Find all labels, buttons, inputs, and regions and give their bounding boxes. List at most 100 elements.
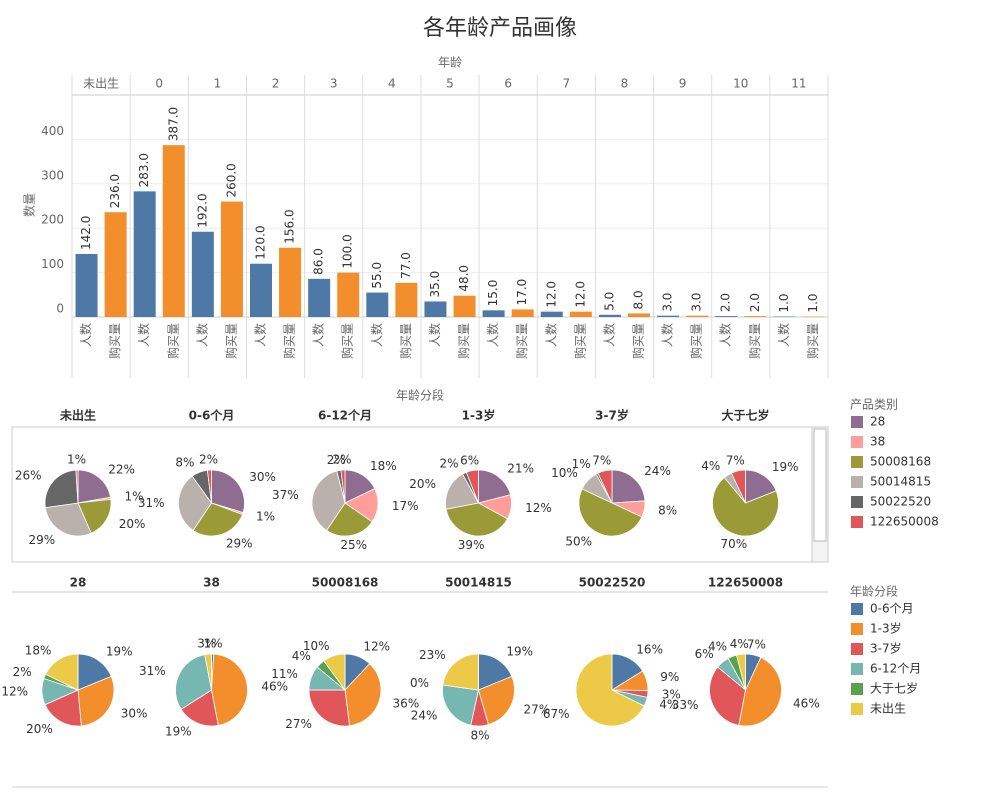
pie-slice [611, 469, 646, 504]
slice-label: 6% [695, 647, 714, 661]
series-label: 人数 [311, 323, 326, 347]
bar [482, 310, 505, 317]
pie-slice [478, 675, 515, 726]
series-label: 购买量 [514, 323, 529, 359]
bar [191, 231, 214, 317]
legend-label: 38 [870, 435, 885, 449]
slice-label: 19% [106, 644, 133, 658]
slice-label: 2% [439, 457, 458, 471]
series-label: 购买量 [689, 323, 704, 359]
pie-slice [738, 656, 782, 727]
pie-slice [45, 653, 79, 691]
facet-header: 28 [70, 576, 87, 590]
legend-swatch [851, 683, 863, 695]
bar [162, 145, 185, 317]
bar [657, 315, 680, 317]
pie-slice [344, 663, 382, 727]
legend-swatch [851, 456, 863, 468]
column-header: 11 [791, 77, 806, 91]
series-label: 人数 [253, 323, 268, 347]
slice-label: 10% [303, 639, 330, 653]
slice-label: 18% [370, 459, 397, 473]
legend-label: 未出生 [870, 702, 906, 716]
pie-slice [445, 502, 508, 537]
value-label: 156.0 [283, 209, 297, 243]
pie-slice [77, 675, 115, 727]
slice-label: 11% [271, 667, 298, 681]
slice-label: 10% [551, 466, 578, 480]
value-label: 283.0 [137, 153, 151, 187]
legend-swatch [851, 623, 863, 635]
slice-label: 1% [67, 453, 86, 467]
slice-label: 8% [175, 455, 194, 469]
series-label: 购买量 [631, 323, 646, 359]
slice-label: 1% [256, 509, 275, 523]
slice-label: 20% [409, 477, 436, 491]
slice-label: 24% [644, 464, 671, 478]
column-header: 未出生 [83, 77, 119, 91]
series-label: 购买量 [747, 323, 762, 359]
legend-swatch [851, 516, 863, 528]
slice-label: 29% [226, 536, 253, 550]
pie-slice [44, 469, 79, 509]
bar [453, 295, 476, 317]
series-label: 人数 [78, 323, 93, 347]
slice-label: 19% [165, 725, 192, 739]
slice-label: 50% [565, 534, 592, 548]
slice-label: 33% [672, 698, 699, 712]
legend-title: 年龄分段 [850, 584, 898, 599]
column-header: 7 [562, 77, 570, 91]
facet-title: 年龄分段 [396, 388, 444, 403]
scroll-thumb[interactable] [813, 428, 827, 542]
pie-slice [465, 469, 479, 504]
series-label: 购买量 [805, 323, 820, 359]
series-label: 购买量 [223, 323, 238, 359]
column-header: 6 [504, 77, 512, 91]
pie-slice [180, 689, 219, 727]
column-header: 10 [733, 77, 748, 91]
value-label: 142.0 [79, 216, 93, 250]
pie-slice [77, 469, 111, 504]
slice-label: 31% [138, 496, 165, 510]
slice-label: 8% [471, 728, 490, 742]
bar [744, 316, 767, 317]
pie-slice [575, 653, 645, 727]
bar [540, 311, 563, 317]
value-label: 3.0 [661, 293, 675, 312]
value-label: 48.0 [457, 265, 471, 292]
series-label: 人数 [369, 323, 384, 347]
slice-label: 20% [26, 722, 53, 736]
slice-label: 4% [659, 698, 678, 712]
facet-header: 6-12个月 [318, 408, 372, 423]
bar [424, 301, 447, 317]
pie-slice [192, 502, 243, 537]
bar [628, 313, 650, 317]
slice-label: 21% [507, 462, 534, 476]
y-title: 数量 [22, 193, 37, 217]
pie-slice [206, 469, 212, 504]
slice-label: 17% [392, 499, 419, 513]
value-label: 1.0 [806, 293, 820, 312]
pie-slice [44, 689, 82, 727]
slice-label: 25% [340, 538, 367, 552]
bar [395, 282, 418, 317]
value-label: 192.0 [195, 193, 209, 227]
series-label: 购买量 [340, 323, 355, 359]
pie-slice [709, 666, 746, 726]
pie-slice [578, 488, 643, 537]
slice-label: 9% [660, 670, 679, 684]
series-label: 人数 [485, 323, 500, 347]
legend-label: 大于七岁 [870, 681, 918, 696]
series-label: 人数 [194, 323, 209, 347]
facet-header: 50014815 [445, 576, 512, 590]
slice-label: 4% [292, 649, 311, 663]
slice-label: 37% [272, 488, 299, 502]
pie-slice [445, 473, 480, 510]
value-label: 387.0 [166, 107, 180, 141]
slice-label: 8% [658, 504, 677, 518]
slice-label: 39% [458, 538, 485, 552]
y-tick-label: 300 [41, 168, 64, 182]
slice-label: 12% [363, 640, 390, 654]
facet-header: 38 [203, 576, 220, 590]
